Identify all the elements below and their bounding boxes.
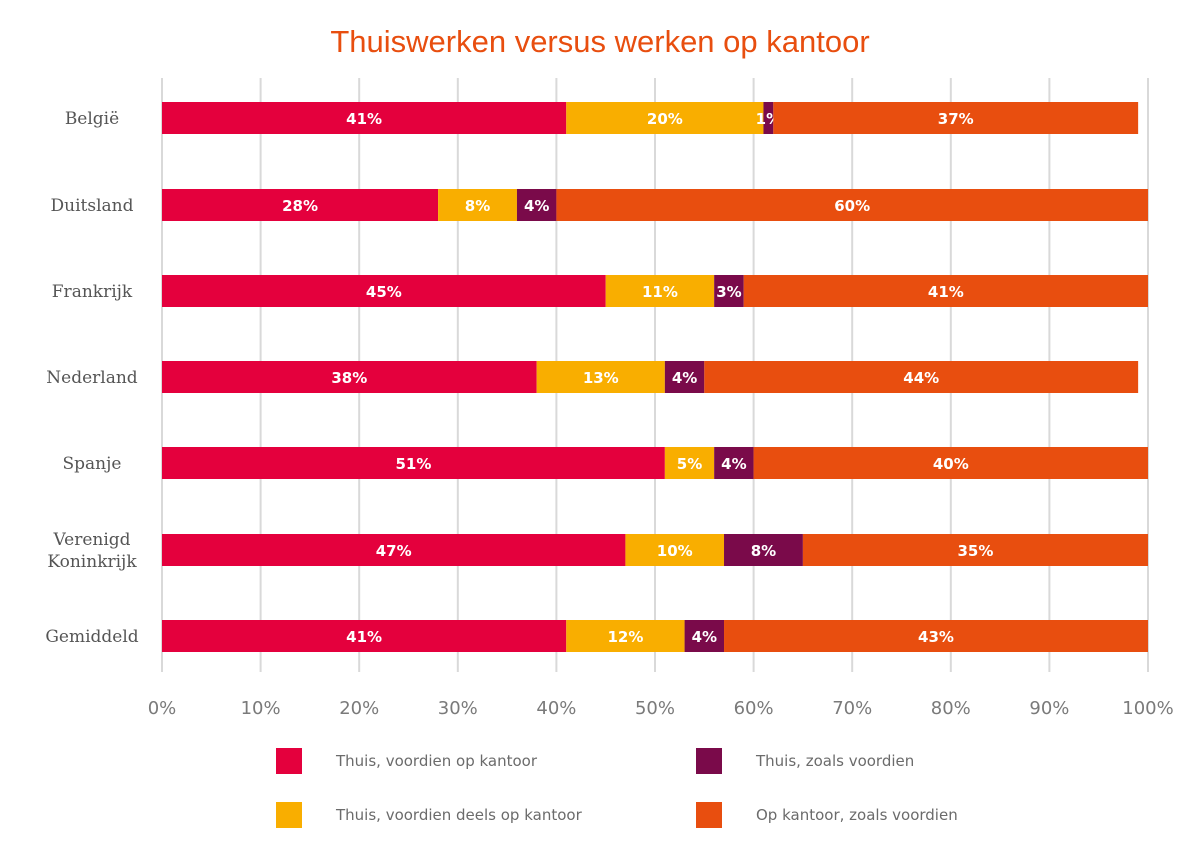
chart-title: Thuiswerken versus werken op kantoor bbox=[330, 24, 869, 59]
bar-segment bbox=[664, 361, 705, 393]
legend-swatch-thuis-zoals-voordien bbox=[696, 748, 722, 774]
data-label: 41% bbox=[346, 110, 382, 128]
bar-segment bbox=[802, 534, 1148, 566]
x-tick-label: 10% bbox=[241, 698, 281, 719]
bar-segment bbox=[605, 275, 715, 307]
legend-item-thuis-voordien-op-kantoor: Thuis, voordien op kantoor bbox=[276, 748, 537, 774]
bar-segment bbox=[162, 189, 439, 221]
bar-segment bbox=[724, 620, 1148, 652]
bar-segment bbox=[162, 275, 606, 307]
x-tick-label: 90% bbox=[1029, 698, 1069, 719]
bar-segment bbox=[438, 189, 517, 221]
bar-segment bbox=[162, 102, 567, 134]
bar-segment bbox=[704, 361, 1139, 393]
data-label: 4% bbox=[692, 628, 717, 646]
data-label: 4% bbox=[524, 197, 549, 215]
data-label: 12% bbox=[607, 628, 643, 646]
category-label: Frankrijk bbox=[52, 282, 133, 302]
x-tick-label: 40% bbox=[536, 698, 576, 719]
x-tick-label: 100% bbox=[1122, 698, 1173, 719]
data-label: 4% bbox=[721, 455, 746, 473]
bar-segment bbox=[753, 447, 1148, 479]
bars: 41% 20% 1% 37%28% 8% 4% 60%45% 11% 3% 41%38% 13% 4%… bbox=[162, 102, 1148, 652]
data-label: 10% bbox=[657, 542, 693, 560]
bar-segment bbox=[773, 102, 1139, 134]
x-tick-labels: 0% 10% 20% 30% 40% 50% 60% 70% 80% 90% 100% bbox=[148, 698, 1174, 719]
data-label: 51% bbox=[395, 455, 431, 473]
bar-segment bbox=[625, 534, 725, 566]
data-label: 40% bbox=[933, 455, 969, 473]
data-label: 35% bbox=[957, 542, 993, 560]
data-label: 47% bbox=[376, 542, 412, 560]
data-label: 60% bbox=[834, 197, 870, 215]
bar-segment bbox=[566, 620, 685, 652]
data-label: 5% bbox=[677, 455, 702, 473]
x-tick-label: 50% bbox=[635, 698, 675, 719]
data-label: 38% bbox=[331, 369, 367, 387]
data-label: 28% bbox=[282, 197, 318, 215]
data-label: 4% bbox=[672, 369, 697, 387]
bar-segment bbox=[162, 361, 537, 393]
bar-segment bbox=[536, 361, 665, 393]
data-label: 3% bbox=[716, 283, 741, 301]
legend-item-op-kantoor-zoals-voordien: Op kantoor, zoals voordien bbox=[696, 802, 958, 828]
bar-segment bbox=[724, 534, 803, 566]
bar-segment bbox=[162, 620, 567, 652]
x-tick-label: 60% bbox=[734, 698, 774, 719]
bar-segment bbox=[684, 620, 725, 652]
data-label: 20% bbox=[647, 110, 683, 128]
legend-item-thuis-voordien-deels-op-kantoor: Thuis, voordien deels op kantoor bbox=[276, 802, 582, 828]
bar-segment bbox=[566, 102, 764, 134]
bar-segment bbox=[714, 275, 744, 307]
legend-label: Thuis, voordien deels op kantoor bbox=[336, 806, 582, 824]
category-label: België bbox=[65, 109, 119, 129]
x-tick-label: 70% bbox=[832, 698, 872, 719]
data-label: 44% bbox=[903, 369, 939, 387]
legend-swatch-op-kantoor-zoals-voordien bbox=[696, 802, 722, 828]
legend-swatch-thuis-voordien-deels-op-kantoor bbox=[276, 802, 302, 828]
data-label: 11% bbox=[642, 283, 678, 301]
legend-swatch-thuis-voordien-op-kantoor bbox=[276, 748, 302, 774]
data-label: 37% bbox=[938, 110, 974, 128]
bar-segment bbox=[516, 189, 557, 221]
bar-segment bbox=[743, 275, 1148, 307]
x-tick-label: 80% bbox=[931, 698, 971, 719]
data-label: 41% bbox=[346, 628, 382, 646]
category-label: Gemiddeld bbox=[45, 627, 138, 647]
legend-label: Thuis, voordien op kantoor bbox=[336, 752, 538, 770]
bar-segment bbox=[664, 447, 715, 479]
data-label: 41% bbox=[928, 283, 964, 301]
legend-item-thuis-zoals-voordien: Thuis, zoals voordien bbox=[696, 748, 914, 774]
legend-label: Op kantoor, zoals voordien bbox=[756, 806, 958, 824]
category-label: Duitsland bbox=[51, 196, 134, 216]
x-tick-label: 20% bbox=[339, 698, 379, 719]
data-label: 8% bbox=[751, 542, 776, 560]
bar-segment bbox=[763, 102, 774, 134]
x-tick-label: 30% bbox=[438, 698, 478, 719]
bar-segment bbox=[714, 447, 754, 479]
legend-label: Thuis, zoals voordien bbox=[756, 752, 915, 770]
category-label: Spanje bbox=[63, 454, 122, 474]
data-label: 45% bbox=[366, 283, 402, 301]
x-tick-label: 0% bbox=[148, 698, 177, 719]
data-label: 13% bbox=[583, 369, 619, 387]
category-label: Nederland bbox=[46, 368, 138, 388]
data-label: 8% bbox=[465, 197, 490, 215]
bar-segment bbox=[162, 447, 665, 479]
data-label: 43% bbox=[918, 628, 954, 646]
bar-segment bbox=[162, 534, 626, 566]
category-labels: België Duitsland Frankrijk Nederland Spanje V… bbox=[45, 109, 138, 647]
category-label: Verenigd Koninkrijk bbox=[47, 530, 137, 572]
bar-segment bbox=[556, 189, 1148, 221]
